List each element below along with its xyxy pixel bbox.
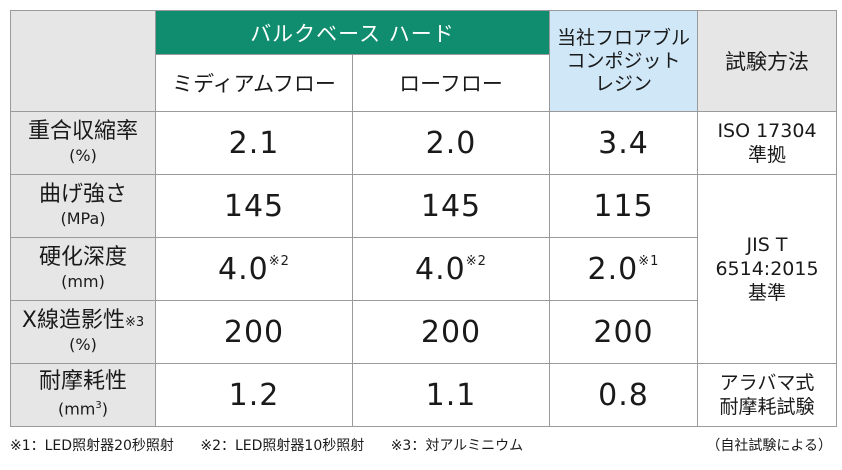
footnote-2: ※2：LED照射器10秒照射 — [200, 438, 365, 454]
property-label: 耐摩耗性 — [38, 369, 127, 395]
low-flow-value: 145 — [352, 174, 550, 238]
unit-text: (mm — [57, 399, 96, 419]
method-line: アラバマ式 — [719, 372, 815, 394]
row-header: 耐摩耗性 (mm3) — [10, 363, 156, 427]
competitor-value: 2.0※1 — [549, 237, 698, 301]
property-unit: (%) — [69, 146, 97, 165]
table-row: X線造影性※3 (%) 200 200 200 — [10, 300, 837, 364]
row-header: 重合収縮率 (%) — [10, 111, 156, 175]
property-label: 重合収縮率 — [27, 119, 138, 144]
unit-superscript: 3 — [95, 400, 102, 412]
value-number: 4.0 — [415, 251, 466, 287]
test-method-cell: ISO 17304 準拠 — [697, 111, 837, 175]
comparison-table: バルクベース ハード 当社フロアブル コンポジット レジン 試験方法 ミディアム… — [10, 10, 837, 427]
competitor-header-line: コンポジット — [566, 49, 681, 72]
value-number: 2.0 — [587, 251, 639, 287]
competitor-value: 3.4 — [549, 111, 698, 175]
corner-cell — [10, 10, 156, 112]
value-note: ※2 — [268, 253, 290, 269]
test-method-cell: JIS T 6514:2015 基準 — [697, 174, 837, 364]
property-label: 硬化深度 — [38, 245, 127, 270]
property-unit: (mm) — [61, 272, 105, 291]
low-flow-value: 4.0※2 — [352, 237, 550, 301]
value-number: 4.0 — [218, 251, 269, 287]
footnotes: ※1：LED照射器20秒照射 ※2：LED照射器10秒照射 ※3：対アルミニウム… — [10, 434, 836, 458]
property-label: 曲げ強さ — [38, 182, 127, 207]
method-line: ISO 17304 — [717, 120, 817, 142]
property-unit: (MPa) — [60, 209, 106, 228]
medium-flow-value: 145 — [155, 174, 353, 238]
competitor-header: 当社フロアブル コンポジット レジン — [549, 10, 698, 112]
method-line: JIS T — [746, 234, 788, 256]
row-header: X線造影性※3 (%) — [10, 300, 156, 364]
medium-flow-value: 1.2 — [155, 363, 353, 427]
competitor-header-line: レジン — [594, 72, 652, 95]
method-line: 6514:2015 — [715, 258, 819, 280]
low-flow-value: 200 — [352, 300, 550, 364]
competitor-value: 115 — [549, 174, 698, 238]
table-row: 曲げ強さ (MPa) 145 145 115 JIS T 6514:2015 基… — [10, 174, 837, 364]
table-row: 硬化深度 (mm) 4.0※2 4.0※2 2.0※1 — [10, 237, 837, 301]
competitor-header-line: 当社フロアブル — [556, 26, 690, 49]
value-note: ※1 — [638, 253, 660, 269]
competitor-value: 0.8 — [549, 363, 698, 427]
unit-close: ) — [101, 399, 109, 419]
property-unit: (mm3) — [11, 395, 155, 420]
footnote-3: ※3：対アルミニウム — [390, 438, 524, 454]
value-note: ※2 — [465, 253, 487, 269]
test-method-cell: アラバマ式 耐摩耗試験 — [697, 363, 837, 427]
product-group-header: バルクベース ハード — [155, 10, 550, 55]
low-flow-value: 2.0 — [352, 111, 550, 175]
table-row: 耐摩耗性 (mm3) 1.2 1.1 0.8 アラバマ式 耐摩耗試験 — [10, 363, 837, 427]
competitor-value: 200 — [549, 300, 698, 364]
source-note: （自社試験による） — [706, 438, 832, 454]
property-label-text: X線造影性 — [21, 308, 125, 333]
medium-flow-value: 200 — [155, 300, 353, 364]
property-label: X線造影性※3 — [11, 308, 155, 334]
method-line: 耐摩耗試験 — [719, 396, 815, 418]
method-line: 準拠 — [747, 144, 786, 166]
medium-flow-value: 2.1 — [155, 111, 353, 175]
footnote-1: ※1：LED照射器20秒照射 — [10, 438, 174, 454]
medium-flow-header: ミディアムフロー — [155, 54, 353, 112]
test-method-header: 試験方法 — [697, 10, 837, 112]
low-flow-header: ローフロー — [352, 54, 550, 112]
medium-flow-value: 4.0※2 — [155, 237, 353, 301]
row-header: 硬化深度 (mm) — [10, 237, 156, 301]
low-flow-value: 1.1 — [352, 363, 550, 427]
row-header: 曲げ強さ (MPa) — [10, 174, 156, 238]
method-line: 基準 — [747, 282, 786, 304]
table-row: 重合収縮率 (%) 2.1 2.0 3.4 ISO 17304 準拠 — [10, 111, 837, 175]
property-label-note: ※3 — [124, 315, 145, 330]
property-unit: (%) — [69, 335, 97, 354]
